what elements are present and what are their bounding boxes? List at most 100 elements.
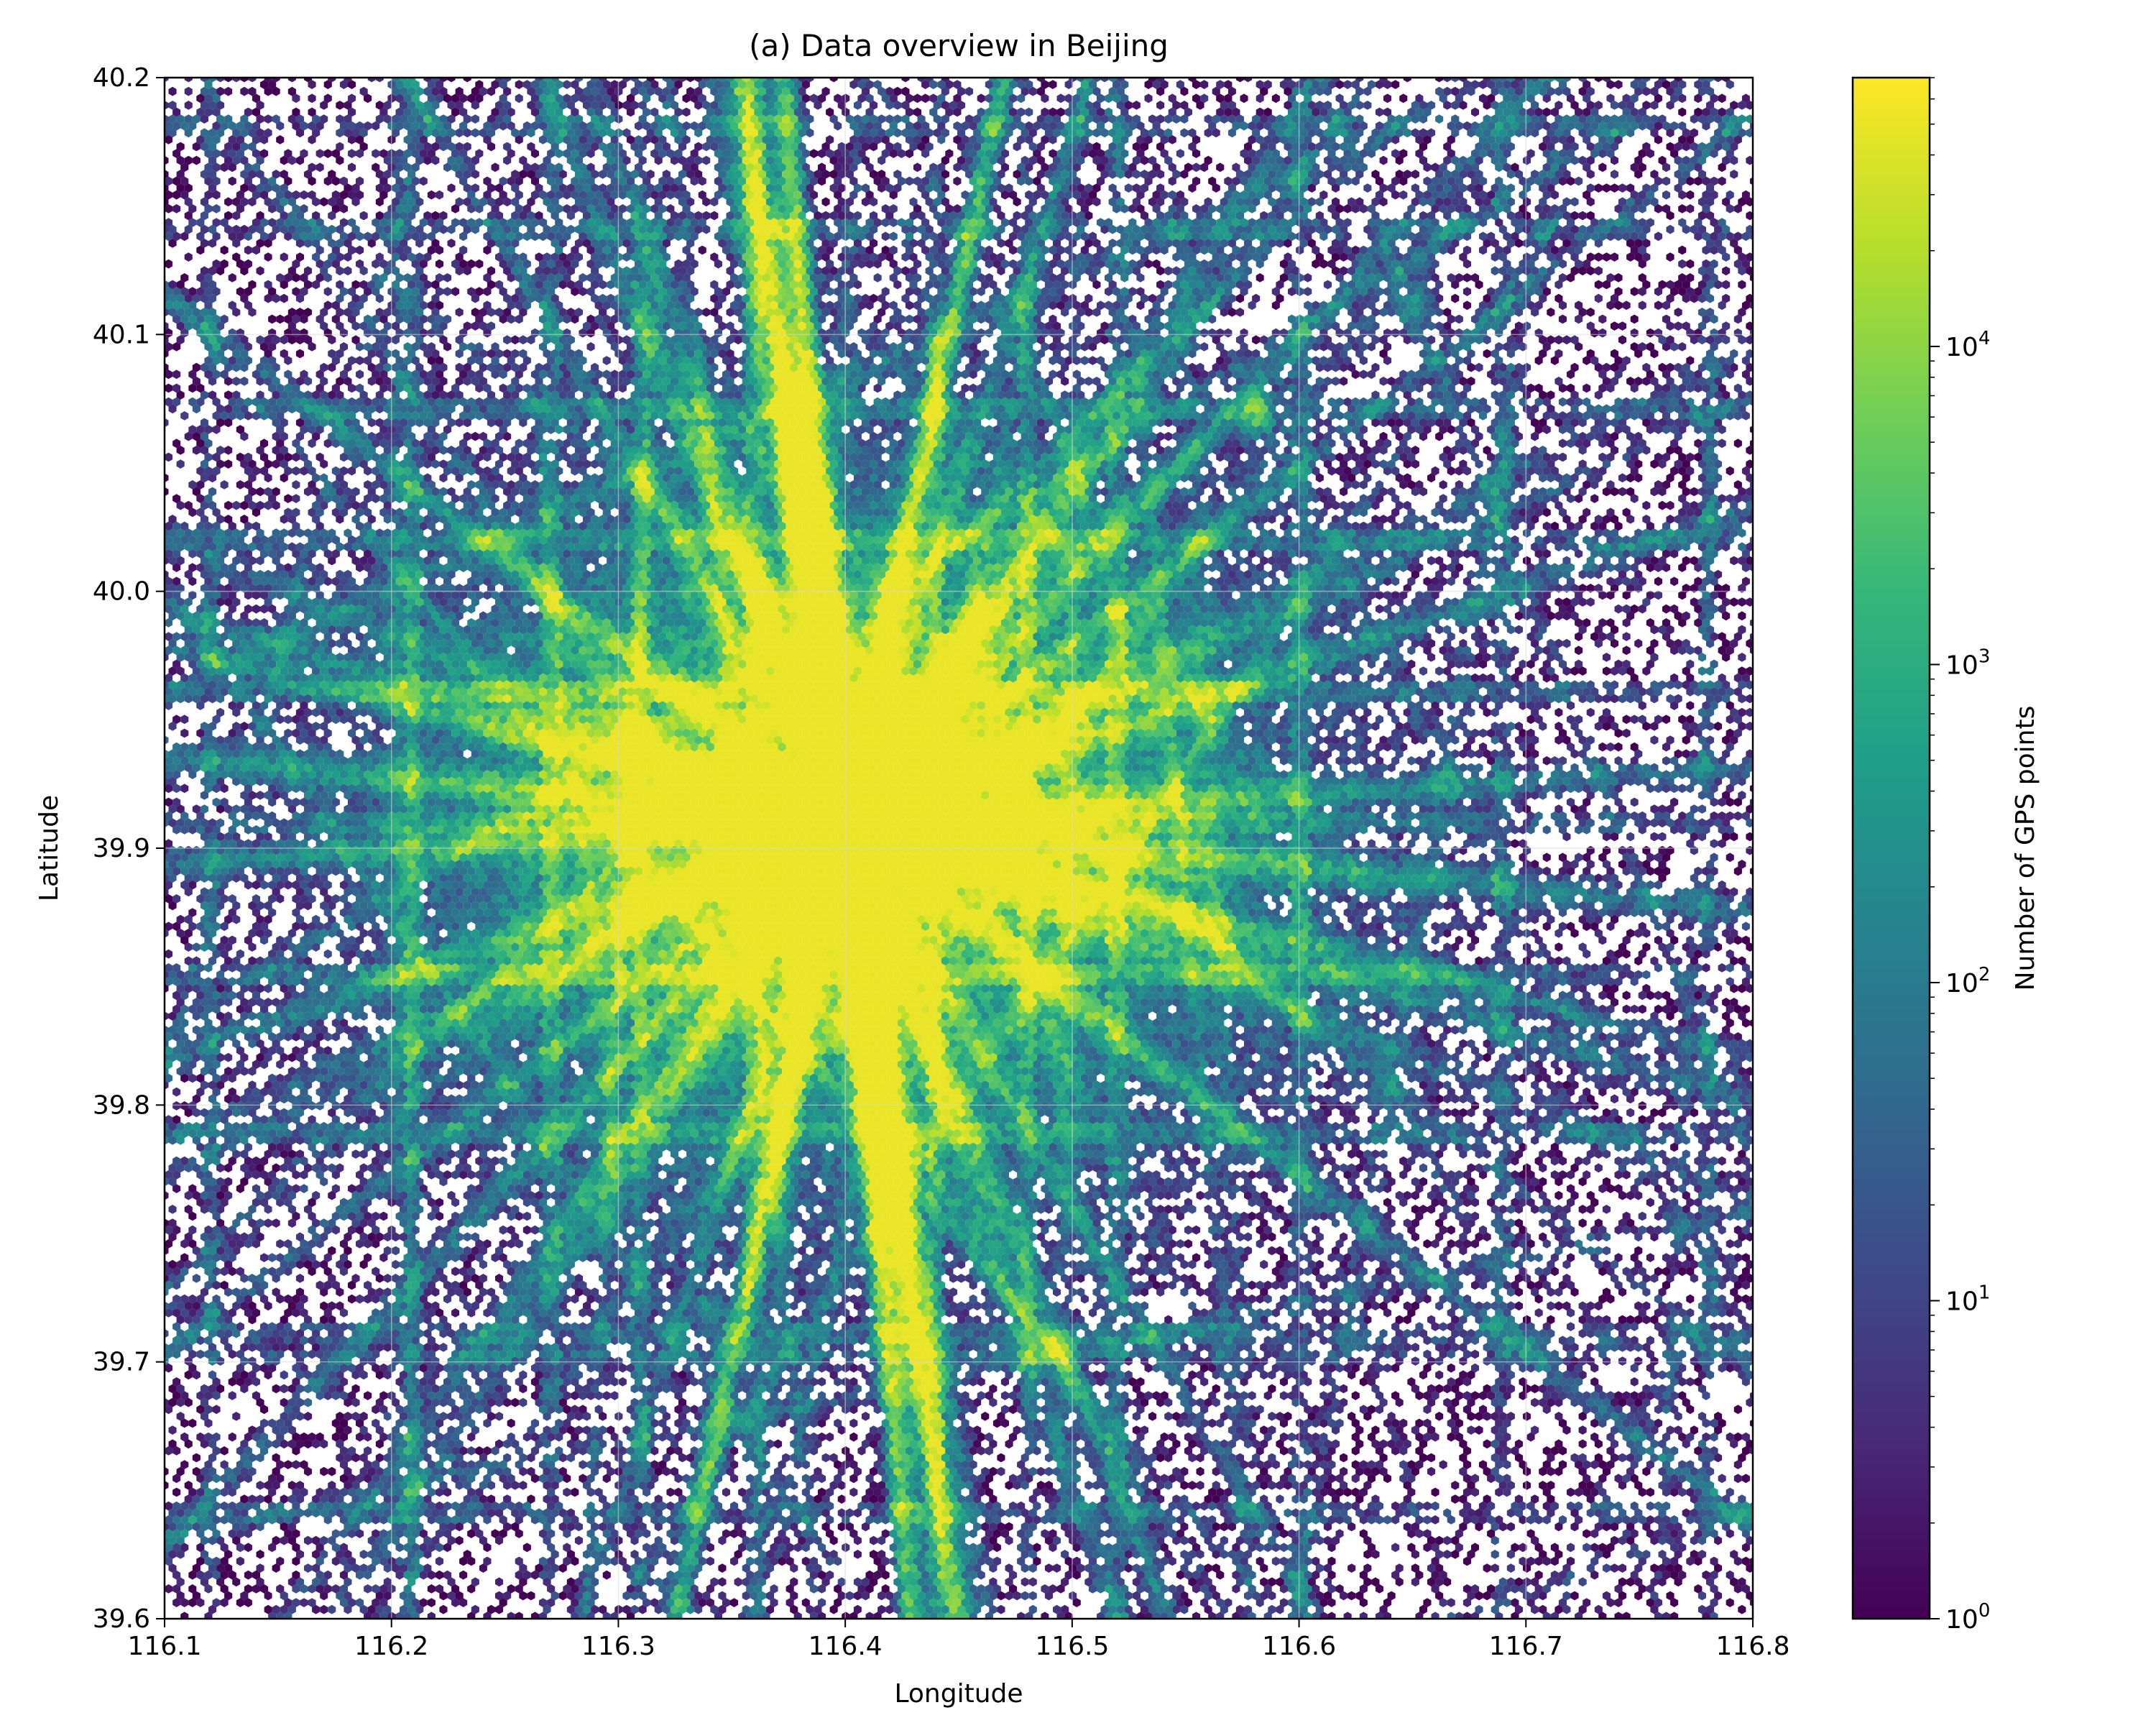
hexbin-cell: [913, 93, 921, 103]
hexbin-cell: [1455, 315, 1463, 324]
hexbin-cell: [1380, 156, 1388, 165]
hexbin-cell: [503, 335, 511, 344]
hexbin-cell: [1678, 246, 1686, 255]
hexbin-cell: [1587, 308, 1595, 317]
hexbin-cell: [264, 252, 272, 262]
hexbin-cell: [308, 93, 316, 103]
hexbin-cell: [1411, 170, 1419, 179]
hexbin-cell: [1571, 197, 1579, 206]
hexbin-cell: [1631, 328, 1639, 338]
hexbin-cell: [1595, 280, 1603, 290]
hexbin-cell: [436, 190, 443, 200]
hexbin-cell: [1344, 80, 1352, 89]
hexbin-cell: [882, 231, 890, 241]
hexbin-cell: [1562, 335, 1570, 344]
hexbin-cell: [471, 128, 479, 137]
hexbin-cell: [1200, 80, 1208, 89]
hexbin-cell: [420, 177, 428, 186]
hexbin-cell: [1399, 93, 1407, 103]
hexbin-cell: [1738, 280, 1746, 290]
hexbin-cell: [1678, 259, 1686, 269]
hexbin-cell: [965, 87, 973, 96]
hexbin-cell: [1662, 190, 1670, 200]
hexbin-cell: [1611, 321, 1618, 331]
hexbin-cell: [1324, 280, 1332, 290]
hexbin-cell: [1575, 177, 1583, 186]
hexbin-cell: [890, 231, 898, 241]
hexbin-cell: [874, 273, 882, 282]
hexbin-cell: [702, 156, 710, 165]
hexbin-cell: [1399, 190, 1407, 200]
hexbin-cell: [906, 177, 913, 186]
hexbin-cell: [185, 87, 193, 96]
hexbin-cell: [1646, 328, 1654, 338]
hexbin-cell: [1631, 287, 1639, 296]
hexbin-cell: [1376, 108, 1383, 117]
hexbin-cell: [1049, 80, 1056, 89]
hexbin-cell: [515, 80, 523, 89]
hexbin-cell: [1471, 108, 1479, 117]
hexbin-cell: [1618, 183, 1626, 193]
hexbin-cell: [344, 266, 351, 275]
hexbin-cell: [1603, 183, 1611, 193]
hexbin-cell: [193, 156, 201, 165]
hexbin-cell: [348, 162, 356, 172]
hexbin-cell: [1363, 101, 1371, 110]
hexbin-cell: [1674, 321, 1682, 331]
hexbin-cell: [1615, 273, 1623, 282]
hexbin-cell: [1667, 225, 1674, 234]
hexbin-cell: [1363, 183, 1371, 193]
hexbin-cell: [702, 308, 710, 317]
hexbin-cell: [1272, 93, 1280, 103]
hexbin-cell: [1383, 93, 1391, 103]
hexbin-cell: [224, 87, 232, 96]
hexbin-cell: [324, 287, 332, 296]
hexbin-cell: [519, 335, 527, 344]
hexbin-cell: [360, 211, 368, 221]
hexbin-cell: [1554, 335, 1562, 344]
hexbin-cell: [1200, 328, 1208, 338]
hexbin-cell: [1595, 252, 1603, 262]
hexbin-cell: [1192, 162, 1200, 172]
hexbin-cell: [1603, 252, 1611, 262]
hexbin-cell: [172, 204, 180, 213]
hexbin-cell: [320, 197, 328, 206]
hexbin-cell: [336, 101, 344, 110]
hexbin-cell: [1718, 177, 1726, 186]
hexbin-cell: [348, 149, 356, 158]
hexbin-cell: [280, 294, 288, 303]
hexbin-cell: [1595, 183, 1603, 193]
hexbin-cell: [1722, 266, 1730, 275]
hexbin-cell: [1224, 328, 1232, 338]
hexbin-cell: [240, 87, 248, 96]
hexbin-cell: [810, 149, 818, 158]
hexbin-cell: [699, 246, 706, 255]
hexbin-cell: [221, 246, 229, 255]
hexbin-cell: [1598, 162, 1606, 172]
hexbin-cell: [1611, 252, 1618, 262]
hexbin-cell: [268, 315, 276, 324]
hexbin-cell: [456, 308, 464, 317]
hexbin-cell: [1667, 252, 1674, 262]
hexbin-cell: [229, 177, 236, 186]
hexbin-cell: [443, 273, 451, 282]
hexbin-cell: [1623, 300, 1631, 310]
hexbin-cell: [1722, 280, 1730, 290]
hexbin-cell: [1678, 204, 1686, 213]
hexbin-cell: [1133, 101, 1141, 110]
hexbin-cell: [1252, 335, 1260, 344]
hexbin-cell: [471, 114, 479, 124]
hexbin-cell: [165, 259, 172, 269]
hexbin-cell: [921, 93, 929, 103]
hexbin-cell: [300, 190, 308, 200]
hexbin-cell: [1156, 101, 1164, 110]
hexbin-cell: [244, 246, 252, 255]
hexbin-cell: [1662, 177, 1670, 186]
hexbin-cell: [977, 93, 985, 103]
hexbin-cell: [185, 101, 193, 110]
hexbin-cell: [1686, 259, 1694, 269]
hexbin-cell: [475, 259, 483, 269]
hexbin-cell: [1595, 266, 1603, 275]
hexbin-cell: [224, 197, 232, 206]
hexbin-cell: [1304, 287, 1312, 296]
